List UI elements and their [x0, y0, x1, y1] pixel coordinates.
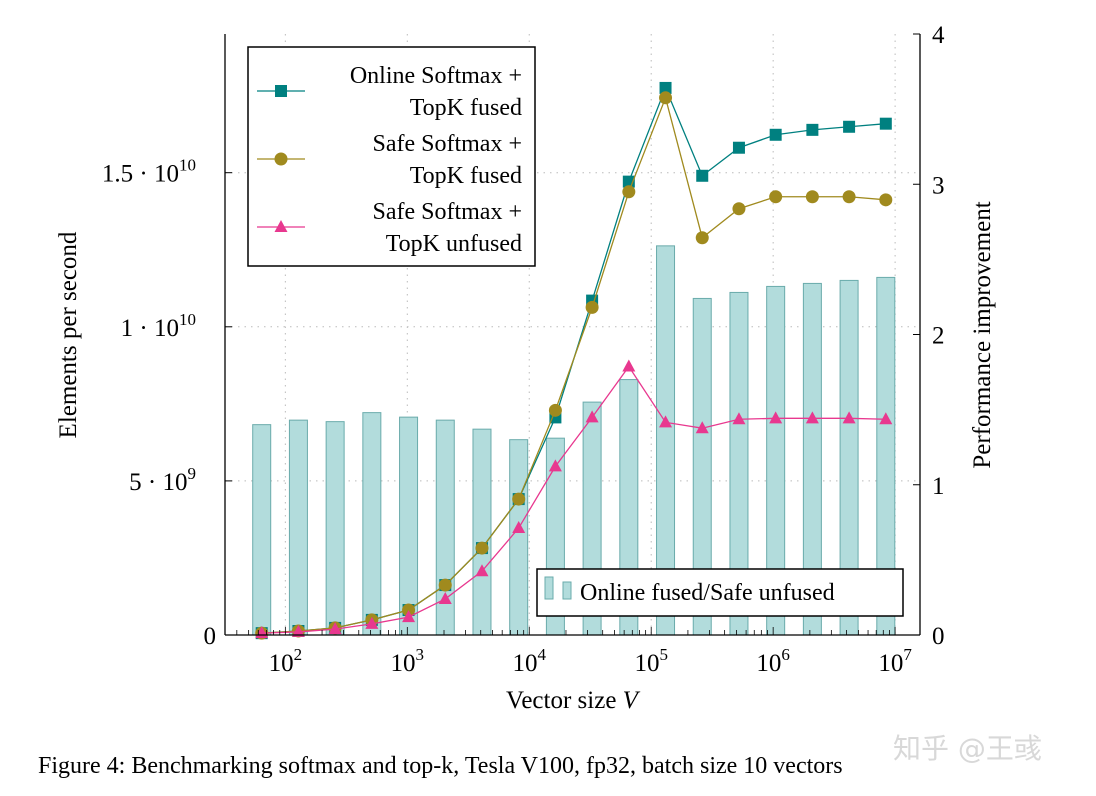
- legend-label: TopK fused: [410, 95, 522, 121]
- marker-circle: [695, 231, 709, 245]
- marker-triangle: [402, 610, 416, 623]
- marker-triangle: [622, 359, 636, 372]
- marker-triangle: [438, 591, 452, 604]
- marker-triangle: [659, 415, 673, 428]
- y-right-tick-label: 1: [932, 473, 945, 500]
- marker-circle: [879, 193, 893, 207]
- figure-caption: Figure 4: Benchmarking softmax and top-k…: [38, 753, 843, 779]
- marker-circle: [402, 603, 416, 617]
- legend-bar-swatch: [544, 576, 554, 600]
- y-left-tick-label: 0: [204, 623, 217, 650]
- marker-circle: [512, 492, 526, 506]
- marker-square: [806, 123, 819, 136]
- marker-circle: [769, 190, 783, 204]
- marker-square: [275, 85, 287, 97]
- x-tick-label: 105: [634, 645, 668, 677]
- marker-triangle: [732, 412, 746, 425]
- marker-triangle: [291, 624, 305, 637]
- x-label: Vector size V: [506, 687, 641, 714]
- marker-circle: [475, 541, 489, 555]
- marker-circle: [805, 190, 819, 204]
- marker-circle: [585, 300, 599, 314]
- y-right-label: Performance improvement: [969, 201, 996, 468]
- marker-square: [696, 169, 709, 182]
- bar: [288, 419, 308, 636]
- marker-triangle: [842, 411, 856, 424]
- x-tick-label: 107: [878, 645, 912, 677]
- marker-circle: [659, 91, 673, 105]
- y-right-tick-label: 4: [932, 22, 945, 49]
- legend-bars: Online fused/Safe unfused: [536, 568, 904, 617]
- watermark: 知乎 @王彧: [893, 732, 1042, 765]
- y-left-tick-label: 5 · 109: [129, 464, 196, 496]
- marker-triangle: [879, 412, 893, 425]
- marker-circle: [622, 185, 636, 199]
- marker-triangle: [769, 411, 783, 424]
- y-right-tick-label: 2: [932, 323, 945, 350]
- marker-circle: [438, 578, 452, 592]
- legend-label: Online Softmax +: [350, 63, 522, 89]
- legend-lines: Online Softmax + TopK fused Safe Softmax +…: [247, 46, 536, 267]
- marker-triangle: [512, 521, 526, 534]
- legend-label: Safe Softmax +: [372, 199, 522, 225]
- marker-square: [879, 117, 892, 130]
- bar: [362, 412, 382, 636]
- x-tick-label: 102: [269, 645, 303, 677]
- marker-square: [732, 141, 745, 154]
- y-left-label: Elements per second: [55, 231, 82, 438]
- legend-bar-swatch: [562, 581, 572, 600]
- marker-circle: [274, 152, 288, 166]
- marker-square: [769, 128, 782, 141]
- axes: [224, 33, 921, 636]
- marker-triangle: [585, 410, 599, 423]
- series-lines: [255, 81, 893, 640]
- bar: [325, 421, 345, 636]
- bar: [399, 416, 419, 636]
- bar: [509, 439, 529, 636]
- bar: [472, 428, 492, 636]
- marker-triangle: [475, 564, 489, 577]
- x-tick-label: 106: [756, 645, 790, 677]
- marker-circle: [732, 202, 746, 216]
- marker-circle: [548, 403, 562, 417]
- legend-label: Safe Softmax +: [372, 131, 522, 157]
- marker-square: [843, 120, 856, 133]
- x-tick-label: 103: [391, 645, 425, 677]
- legend-bar-label: Online fused/Safe unfused: [580, 580, 835, 606]
- marker-triangle: [328, 622, 342, 635]
- marker-circle: [842, 190, 856, 204]
- y-left-tick-label: 1.5 · 1010: [102, 156, 196, 188]
- series-triangle: [255, 359, 893, 639]
- marker-triangle: [274, 220, 288, 232]
- y-right-tick-label: 3: [932, 172, 945, 199]
- marker-square: [659, 81, 672, 94]
- marker-triangle: [695, 421, 709, 434]
- legend-label: TopK fused: [410, 163, 522, 189]
- legend-label: TopK unfused: [386, 231, 522, 257]
- bar: [252, 424, 272, 636]
- x-tick-label: 104: [513, 645, 547, 677]
- y-right-tick-label: 0: [932, 623, 945, 650]
- marker-triangle: [805, 411, 819, 424]
- marker-triangle: [548, 459, 562, 472]
- marker-triangle: [365, 616, 379, 629]
- series-line: [261, 365, 886, 634]
- y-left-tick-label: 1 · 1010: [121, 310, 196, 342]
